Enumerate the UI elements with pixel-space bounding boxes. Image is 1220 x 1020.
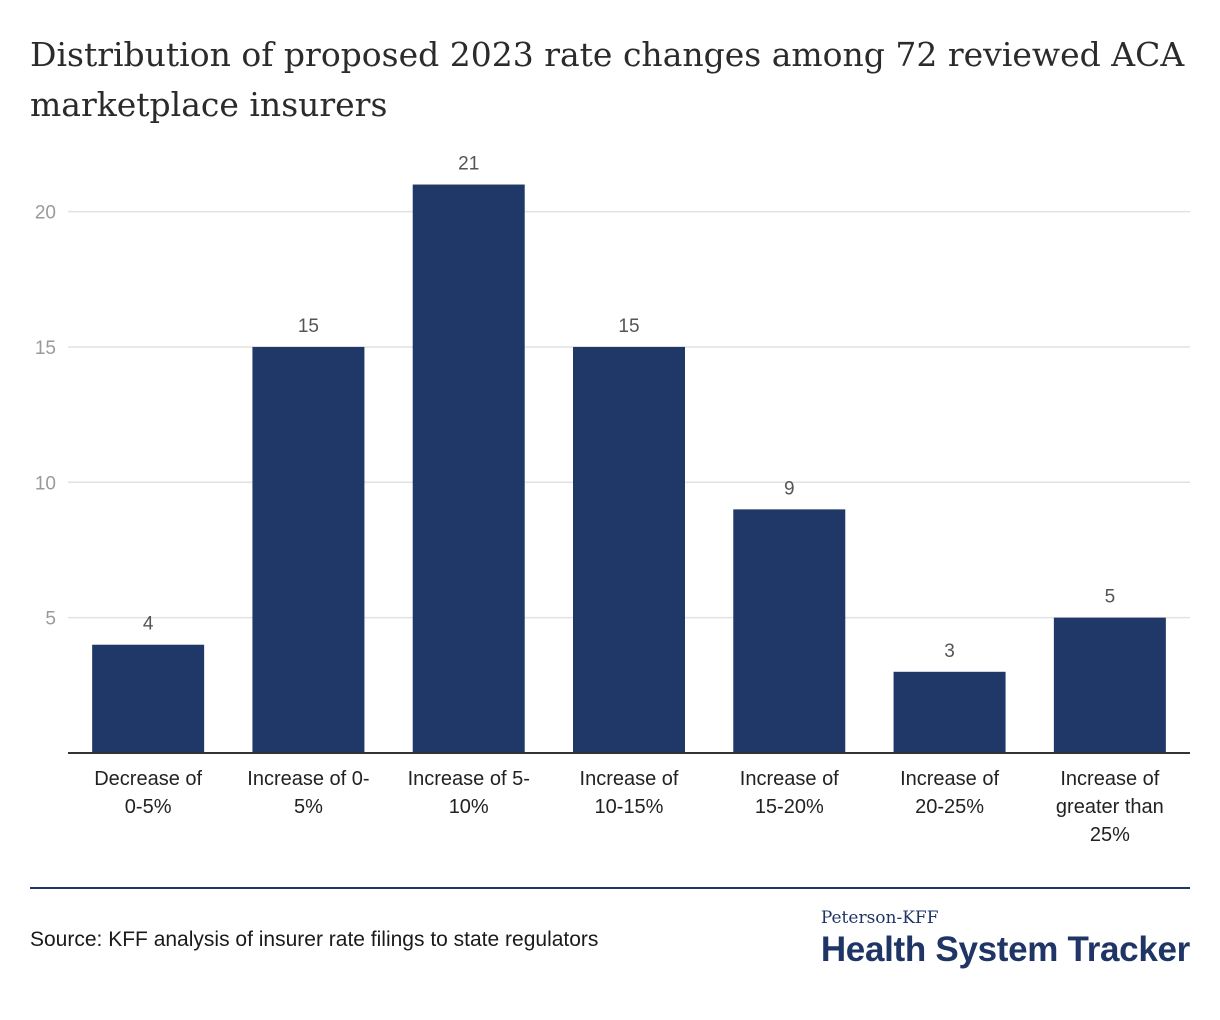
y-tick-label: 5 <box>45 609 56 630</box>
x-tick-label: Increase of 0-5% <box>247 768 369 818</box>
chart-title: Distribution of proposed 2023 rate chang… <box>30 35 1185 124</box>
bar <box>412 184 525 753</box>
x-tick-label: Increase of 10-15% <box>580 768 679 818</box>
bar-chart: 5 10 15 20 4 Decrease of 0-5% 15 Increase of 0-5… <box>35 154 1190 846</box>
brand-top-text: Peterson-KFF <box>820 908 939 928</box>
value-label: 21 <box>458 154 479 175</box>
x-tick-label: Increase of 15-20% <box>740 768 839 818</box>
y-tick-label: 20 <box>35 203 56 224</box>
y-tick-label: 10 <box>35 473 56 494</box>
source-note: Source: KFF analysis of insurer rate fil… <box>30 928 599 951</box>
x-tick-label: Increase of greater than 25% <box>1056 768 1164 846</box>
value-label: 3 <box>944 641 955 662</box>
value-label: 15 <box>298 316 319 337</box>
brand-logo[interactable]: Peterson-KFF Health System Tracker <box>821 908 1190 972</box>
value-label: 15 <box>618 316 639 337</box>
x-tick-label: Decrease of 0-5% <box>94 768 202 818</box>
y-tick-label: 15 <box>35 338 56 359</box>
bar <box>252 346 365 753</box>
bar <box>92 644 205 753</box>
value-label: 5 <box>1105 587 1116 608</box>
x-tick-label: Increase of 20-25% <box>900 768 999 818</box>
bar <box>733 509 846 753</box>
bar <box>893 671 1006 753</box>
value-label: 9 <box>784 478 795 499</box>
brand-main-text: Health System Tracker <box>820 930 1190 969</box>
footer-divider <box>30 887 1190 889</box>
value-label: 4 <box>143 614 154 635</box>
x-tick-label: Increase of 5-10% <box>408 768 530 818</box>
bar <box>1053 617 1166 753</box>
bar <box>573 346 685 753</box>
